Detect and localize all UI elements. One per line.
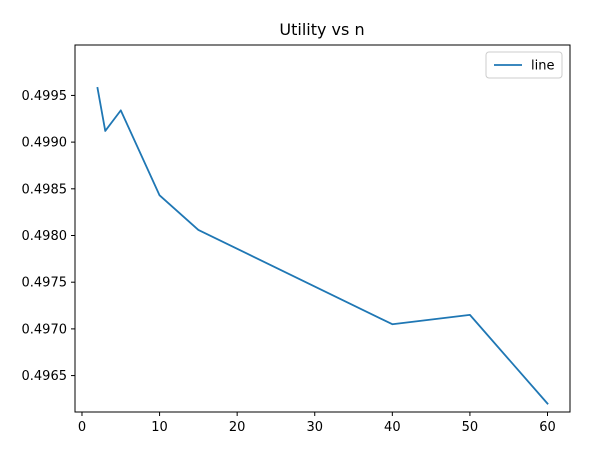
y-tick-label: 0.4975 — [22, 276, 68, 291]
x-axis: 0 10 20 30 40 50 60 — [78, 412, 556, 435]
x-tick-label: 30 — [306, 420, 323, 435]
y-tick-label: 0.4995 — [22, 89, 68, 104]
y-tick-label: 0.4990 — [22, 136, 68, 151]
x-tick-label: 0 — [78, 420, 86, 435]
x-tick-label: 20 — [229, 420, 246, 435]
series-line-line — [96, 86, 549, 405]
legend: line — [485, 51, 563, 79]
x-tick-label: 40 — [384, 420, 401, 435]
y-tick-label: 0.4980 — [22, 229, 68, 244]
legend-label: line — [531, 59, 554, 74]
y-axis: 0.4965 0.4970 0.4975 0.4980 0.4985 0.4990 0.49… — [22, 89, 75, 384]
y-tick-label: 0.4970 — [22, 322, 68, 337]
legend-box — [485, 51, 563, 79]
x-tick-label: 50 — [462, 420, 479, 435]
y-tick-label: 0.4965 — [22, 369, 68, 384]
chart-title: Utility vs n — [279, 20, 364, 39]
plot-area — [74, 44, 571, 413]
series-layer — [96, 86, 549, 405]
y-tick-label: 0.4985 — [22, 182, 68, 197]
axes-frame — [74, 44, 571, 413]
x-tick-label: 10 — [151, 420, 168, 435]
x-tick-label: 60 — [539, 420, 556, 435]
